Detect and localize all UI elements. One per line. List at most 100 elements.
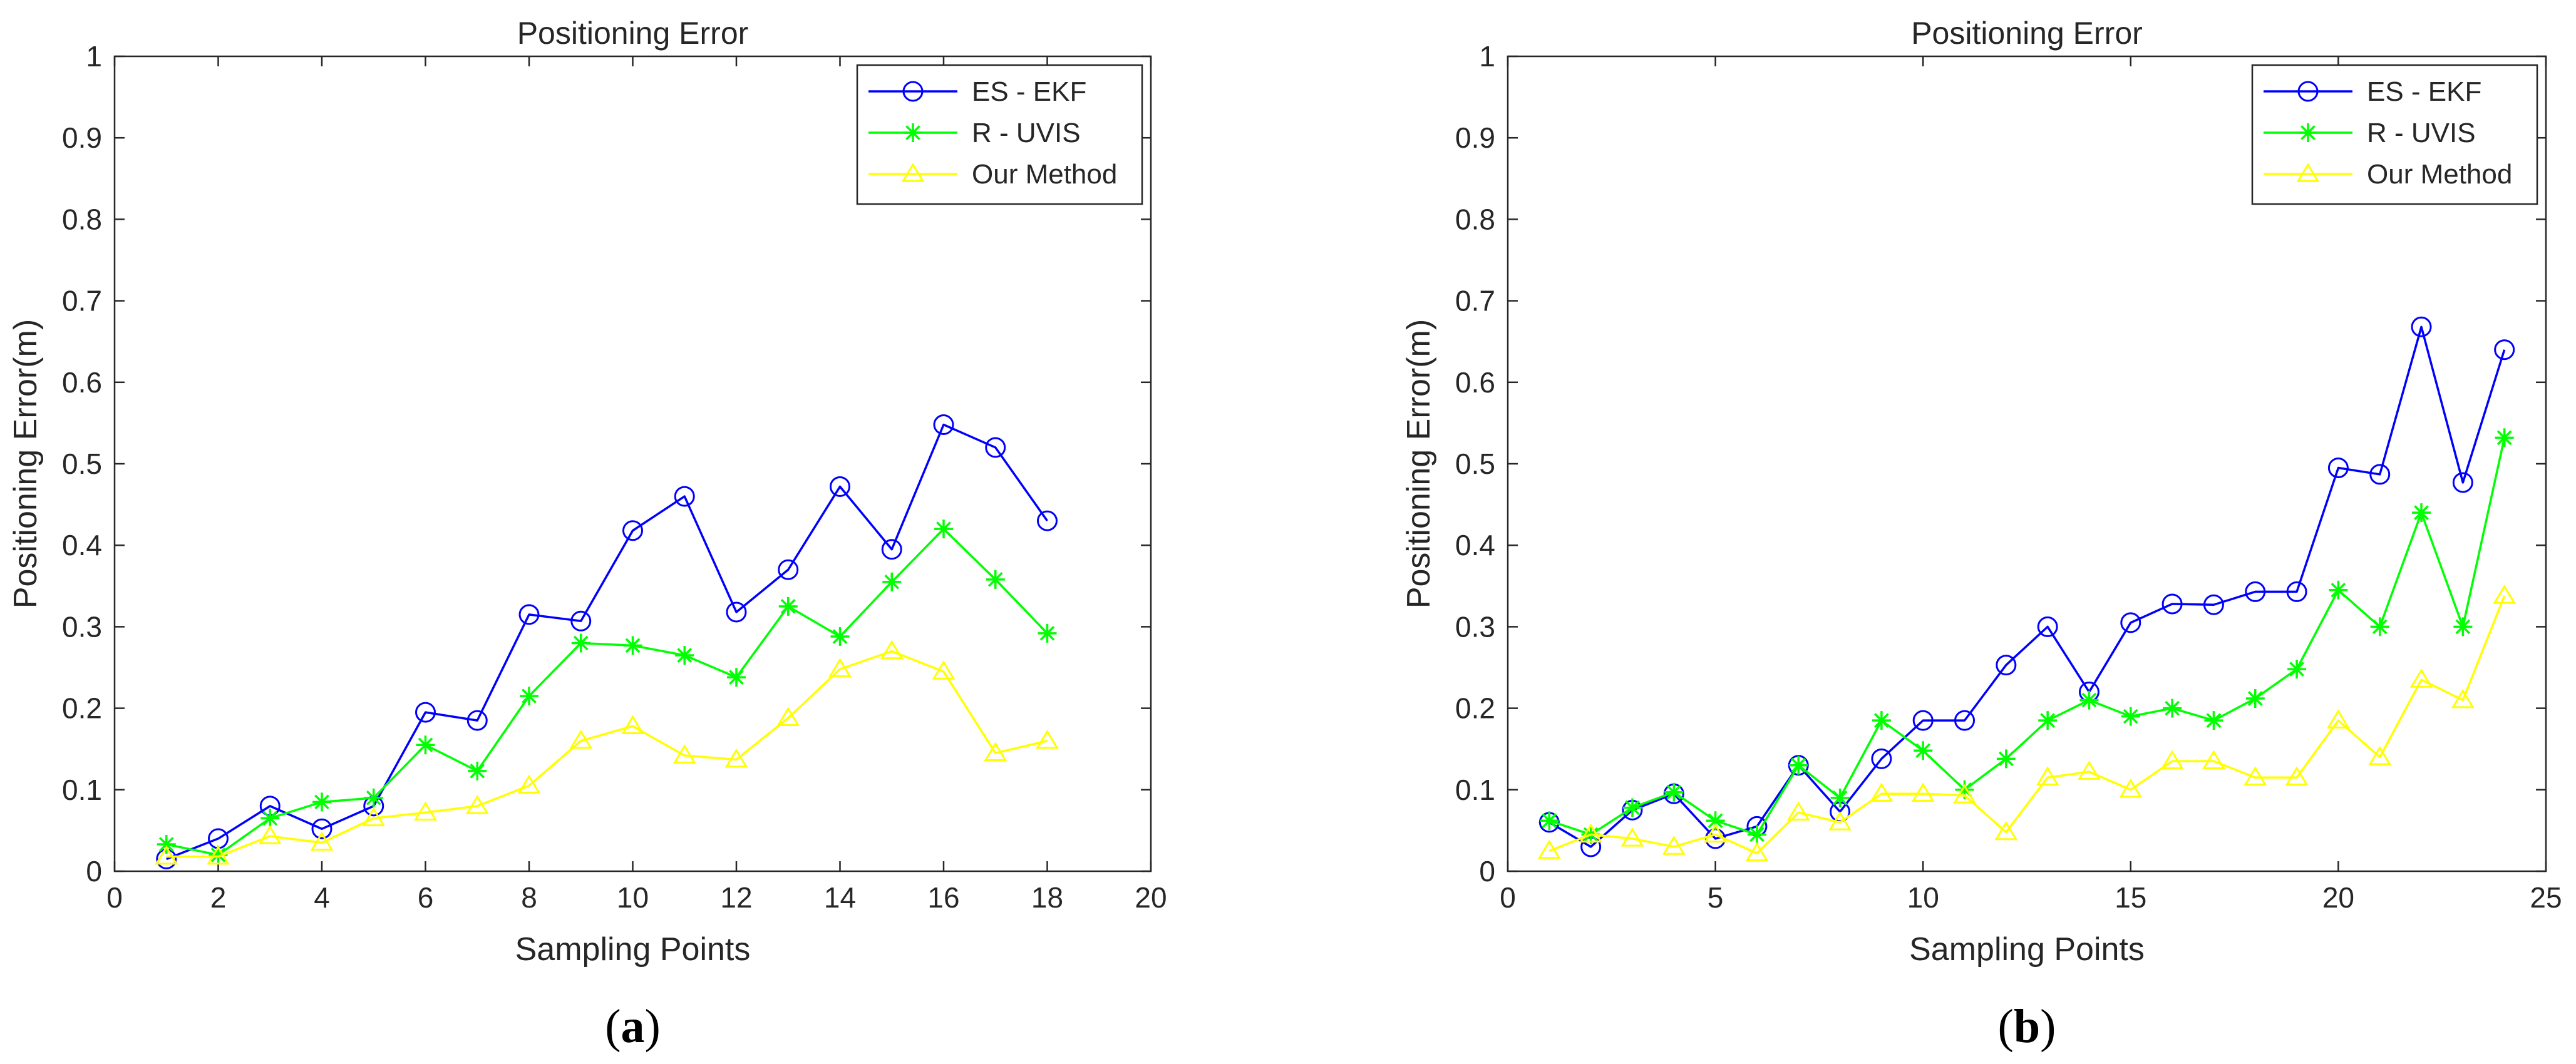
- data-point: [2409, 668, 2433, 688]
- data-point: [1579, 823, 1603, 843]
- legend-marker: [901, 163, 925, 182]
- data-point: [416, 735, 435, 755]
- data-point: [1996, 749, 2016, 769]
- data-point: [2495, 428, 2514, 448]
- data-point: [520, 687, 538, 706]
- x-tick-label: 10: [1907, 881, 1939, 914]
- data-point: [571, 633, 590, 653]
- data-point: [621, 715, 644, 734]
- data-point: [1037, 510, 1058, 531]
- data-point: [2163, 698, 2182, 718]
- data-point: [985, 437, 1006, 458]
- data-point: [2245, 581, 2266, 602]
- legend-marker: [2297, 81, 2319, 102]
- y-tick-label: 0.4: [62, 529, 102, 561]
- data-point: [830, 476, 850, 497]
- data-point: [207, 845, 230, 865]
- legend-marker: [904, 123, 922, 142]
- x-tick-label: 16: [927, 881, 959, 914]
- y-tick-label: 0.4: [1455, 529, 1495, 561]
- y-tick-label: 0.5: [62, 448, 102, 480]
- chart-title: Positioning Error: [517, 16, 749, 51]
- y-tick-label: 1: [1479, 40, 1495, 73]
- data-point: [465, 794, 489, 814]
- y-tick-label: 0: [86, 855, 102, 888]
- data-point: [2370, 617, 2389, 637]
- data-point: [2120, 612, 2141, 633]
- data-point: [1953, 784, 1976, 804]
- data-point: [2494, 339, 2515, 361]
- data-point: [362, 807, 386, 827]
- x-tick-label: 15: [2115, 881, 2146, 914]
- data-point: [1954, 710, 1976, 731]
- data-point: [2286, 581, 2307, 602]
- data-point: [726, 601, 747, 623]
- data-point: [986, 570, 1005, 589]
- data-point: [2244, 766, 2267, 786]
- x-tick-label: 20: [1135, 881, 1167, 914]
- legend-label: Our Method: [2367, 159, 2512, 190]
- x-tick-label: 4: [314, 881, 330, 914]
- data-point: [2411, 316, 2432, 337]
- y-tick-label: 0.6: [1455, 366, 1495, 399]
- x-axis-label: Sampling Points: [515, 931, 751, 968]
- y-tick-label: 0: [1479, 855, 1495, 888]
- caption-part: a: [621, 1000, 645, 1053]
- data-point: [932, 660, 956, 680]
- legend-label: R - UVIS: [2367, 118, 2476, 148]
- x-tick-label: 14: [824, 881, 856, 914]
- data-point: [2036, 766, 2059, 786]
- data-point: [2369, 464, 2391, 485]
- legend: ES - EKF R - UVIS Our Method: [856, 64, 1143, 205]
- legend-label: ES - EKF: [2367, 76, 2481, 107]
- data-point: [2451, 688, 2475, 708]
- data-point: [675, 645, 694, 665]
- y-tick-label: 0.1: [1455, 774, 1495, 806]
- data-point: [882, 572, 902, 591]
- data-point: [1704, 823, 1727, 843]
- data-point: [2285, 766, 2309, 786]
- caption-part: (: [605, 1000, 621, 1053]
- data-point: [2079, 690, 2099, 710]
- legend-label: Our Method: [972, 159, 1117, 190]
- data-point: [1786, 801, 1810, 821]
- data-point: [2078, 760, 2101, 780]
- data-point: [2245, 688, 2265, 708]
- y-tick-label: 0.3: [1455, 610, 1495, 643]
- data-point: [778, 596, 798, 616]
- y-tick-label: 0.6: [62, 366, 102, 399]
- y-tick-label: 0.8: [62, 203, 102, 235]
- y-axis-label: Positioning Error(m): [8, 319, 44, 608]
- data-point: [1036, 729, 1059, 749]
- data-point: [1996, 655, 2017, 676]
- data-point: [2287, 660, 2307, 679]
- data-point: [2368, 745, 2392, 765]
- y-tick-label: 1: [86, 40, 102, 73]
- data-point: [2161, 593, 2183, 615]
- data-point: [724, 748, 748, 768]
- data-point: [2121, 707, 2140, 726]
- data-point: [984, 742, 1007, 761]
- panel-caption: (b): [1998, 1000, 2056, 1053]
- data-point: [312, 792, 331, 812]
- data-point: [1664, 782, 1684, 802]
- data-point: [622, 520, 643, 541]
- data-point: [880, 640, 904, 660]
- data-point: [260, 809, 280, 828]
- caption-part: ): [2040, 1000, 2056, 1053]
- data-point: [727, 668, 746, 687]
- data-point: [1914, 741, 1933, 760]
- x-tick-label: 12: [720, 881, 752, 914]
- data-point: [2452, 472, 2473, 493]
- x-tick-label: 5: [1708, 881, 1724, 914]
- data-point: [1912, 710, 1934, 731]
- legend: ES - EKF R - UVIS Our Method: [2251, 64, 2538, 205]
- data-point: [2329, 580, 2348, 600]
- data-point: [1870, 782, 1893, 802]
- data-point: [1955, 780, 1974, 799]
- y-axis-label: Positioning Error(m): [1401, 319, 1437, 608]
- data-point: [2203, 594, 2224, 615]
- series-our-method: [155, 640, 1059, 865]
- series-r-uvis: [157, 519, 1057, 864]
